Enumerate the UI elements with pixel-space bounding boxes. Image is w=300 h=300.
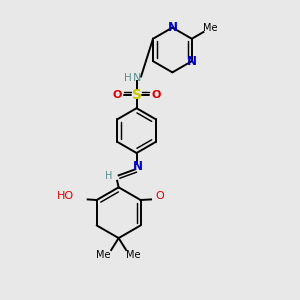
Text: Me: Me [202, 23, 217, 33]
Text: H: H [124, 73, 132, 83]
Text: H: H [105, 171, 113, 181]
Text: Me: Me [97, 250, 111, 260]
Text: N: N [132, 73, 141, 83]
Text: O: O [156, 191, 164, 201]
Text: HO: HO [57, 191, 74, 201]
Text: S: S [132, 88, 142, 102]
Text: N: N [167, 21, 177, 34]
Text: N: N [187, 55, 197, 68]
Text: O: O [151, 90, 161, 100]
Text: N: N [133, 160, 143, 173]
Text: O: O [112, 90, 122, 100]
Text: Me: Me [126, 250, 141, 260]
